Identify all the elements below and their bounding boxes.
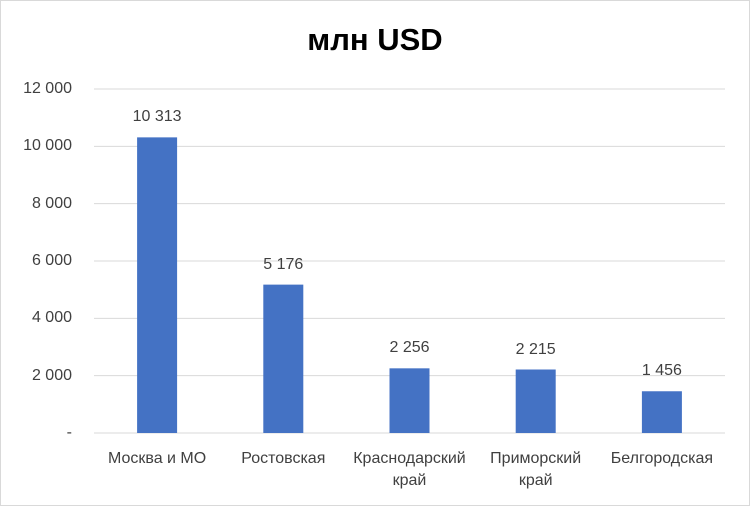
data-label: 10 313 <box>132 108 182 126</box>
bar <box>389 368 430 433</box>
bar <box>515 369 556 433</box>
data-label: 5 176 <box>263 255 304 273</box>
data-label: 1 456 <box>641 362 682 380</box>
bar <box>263 284 304 433</box>
x-tick-label: Москва и МО <box>107 450 207 467</box>
y-tick-label: 6 000 <box>31 252 72 269</box>
data-label: 2 215 <box>515 340 556 358</box>
y-tick-label: - <box>66 424 72 441</box>
y-tick-label: 4 000 <box>31 309 72 327</box>
y-tick-label: 8 000 <box>31 194 72 212</box>
x-tick-label: Краснодарский край <box>353 450 466 489</box>
y-tick-label: 10 000 <box>23 137 72 155</box>
x-tick-label: Белгородская <box>610 450 714 467</box>
bar <box>137 137 178 434</box>
x-tick-label: Ростовская <box>241 450 326 467</box>
y-tick-label: 2 000 <box>31 366 72 384</box>
data-label: 2 256 <box>389 339 430 357</box>
y-tick-label: 12 000 <box>23 80 72 97</box>
x-tick-label: Приморский край <box>490 450 582 489</box>
chart-title: млн USD <box>307 22 443 57</box>
bar <box>641 391 682 433</box>
